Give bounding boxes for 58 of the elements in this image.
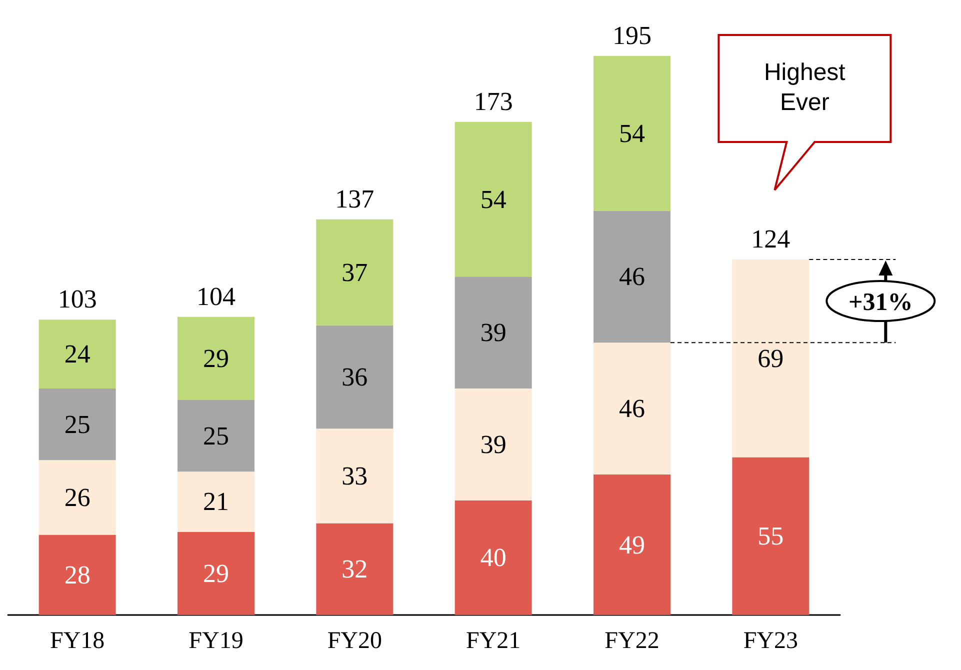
bar	[316, 219, 394, 326]
bar	[178, 400, 254, 472]
bar	[454, 500, 532, 615]
bar	[594, 342, 670, 475]
total-label: 173	[474, 86, 513, 116]
bar	[38, 320, 116, 388]
bar	[594, 210, 670, 343]
data-label: 39	[480, 430, 506, 459]
data-label: 29	[203, 558, 229, 588]
bar	[732, 259, 810, 458]
bar	[38, 388, 116, 460]
x-tick-label: FY21	[466, 628, 521, 654]
bar	[594, 56, 670, 211]
bar	[454, 388, 532, 500]
bar	[178, 532, 254, 615]
data-label: 25	[64, 410, 90, 439]
x-tick-label: FY23	[743, 628, 798, 654]
bar	[316, 523, 394, 615]
data-label: 54	[480, 184, 506, 214]
data-label: 40	[480, 543, 506, 572]
data-label: 49	[619, 530, 645, 560]
data-label: 24	[64, 340, 90, 369]
total-label: 137	[335, 184, 374, 214]
data-label: 32	[342, 554, 368, 584]
x-tick-label: FY20	[327, 628, 382, 654]
total-label: 124	[751, 224, 790, 254]
data-label: 29	[203, 344, 229, 373]
bar	[454, 122, 532, 277]
data-label: 36	[342, 362, 368, 392]
total-label: 104	[196, 282, 236, 311]
data-label: 39	[480, 318, 506, 348]
bar	[316, 325, 394, 429]
bar	[178, 472, 254, 532]
bar	[454, 276, 532, 388]
data-label: 54	[619, 118, 645, 148]
data-label: 69	[758, 344, 784, 373]
x-tick-label: FY18	[50, 628, 105, 654]
total-label: 103	[58, 284, 97, 314]
data-label: 46	[619, 262, 645, 292]
bar	[732, 457, 810, 615]
data-label: 46	[619, 394, 645, 424]
bar	[38, 534, 116, 615]
bar	[38, 460, 116, 535]
bar	[594, 474, 670, 615]
x-tick-label: FY22	[604, 628, 660, 654]
data-label: 33	[342, 461, 368, 490]
data-label: 25	[203, 421, 229, 450]
bar	[316, 428, 394, 524]
x-tick-label: FY19	[188, 628, 244, 654]
bar	[178, 316, 254, 400]
data-label: 21	[203, 487, 229, 516]
data-label: 26	[64, 482, 90, 512]
text: +31%	[848, 289, 913, 316]
data-label: 37	[342, 258, 368, 287]
total-label: 195	[612, 20, 652, 50]
data-label: 28	[64, 560, 90, 590]
data-label: 55	[758, 522, 784, 551]
annotation: Highest Ever	[764, 59, 846, 116]
